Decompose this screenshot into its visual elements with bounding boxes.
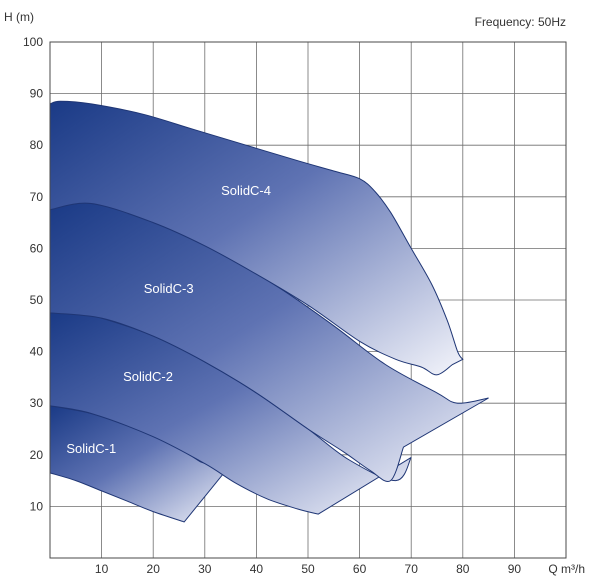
y-axis-title: H (m) [4, 10, 34, 24]
tick-labels: 10 20 30 40 50 60 70 80 90 10 20 30 40 50 60 70 80 90 100 [23, 35, 521, 576]
x-tick-label: 10 [95, 562, 109, 576]
y-tick-label: 80 [30, 138, 44, 152]
x-tick-label: 20 [147, 562, 161, 576]
x-tick-label: 30 [198, 562, 212, 576]
y-tick-label: 70 [30, 190, 44, 204]
curve-label-solidc-2: SolidC-2 [123, 369, 173, 384]
curve-labels: SolidC-1 SolidC-2 SolidC-3 SolidC-4 [66, 183, 271, 456]
pump-regions [49, 100, 489, 523]
y-tick-label: 90 [30, 87, 44, 101]
y-tick-label: 20 [30, 448, 44, 462]
x-tick-label: 50 [301, 562, 315, 576]
x-axis-title: Q m³/h [548, 562, 585, 576]
y-tick-label: 50 [30, 293, 44, 307]
y-tick-label: 40 [30, 345, 44, 359]
x-tick-label: 90 [508, 562, 522, 576]
y-tick-label: 100 [23, 35, 43, 49]
y-tick-label: 30 [30, 396, 44, 410]
plot-frame [49, 41, 567, 559]
frequency-annotation: Frequency: 50Hz [475, 15, 566, 29]
x-tick-label: 70 [405, 562, 419, 576]
y-tick-label: 60 [30, 241, 44, 255]
y-tick-label: 10 [30, 499, 44, 513]
curve-label-solidc-1: SolidC-1 [66, 441, 116, 456]
x-tick-label: 40 [250, 562, 264, 576]
curve-label-solidc-4: SolidC-4 [221, 183, 271, 198]
x-tick-label: 80 [456, 562, 470, 576]
x-tick-label: 60 [353, 562, 367, 576]
curve-label-solidc-3: SolidC-3 [144, 281, 194, 296]
pump-region-solidc-4 [49, 100, 464, 376]
